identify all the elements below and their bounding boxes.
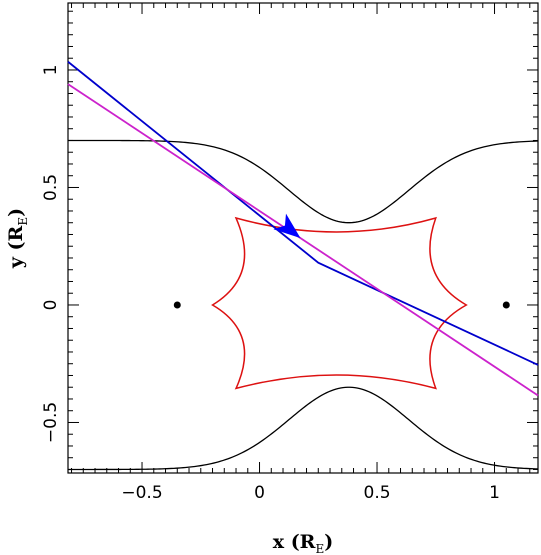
y-tick-label: 0.5 [41,174,61,201]
lens-point [173,301,181,309]
plot-curves [67,61,539,471]
lens-point [502,301,510,309]
caustic-curve [211,216,468,390]
critical-curve-upper [68,139,539,224]
x-tick-label: 0.5 [364,483,391,503]
critical-curve-lower [68,386,539,471]
y-tick-label: 0 [41,300,61,311]
axis-ticks [68,3,538,473]
x-tick-label: −0.5 [121,483,162,503]
x-tick-label: 0 [254,483,265,503]
x-axis-label: x (RE) [273,531,334,555]
direction-arrow [273,213,301,239]
trajectory-line-magenta [67,83,539,397]
y-tick-label: 1 [41,65,61,76]
y-tick-label: −0.5 [41,402,61,443]
plot-frame [67,2,539,474]
y-axis-label: y (RE) [5,208,30,269]
axis-tick-labels: −0.5 0 0.5 1 −0.5 0 0.5 1 [41,65,500,503]
trajectory-line-blue [67,61,539,366]
x-tick-label: 1 [489,483,500,503]
